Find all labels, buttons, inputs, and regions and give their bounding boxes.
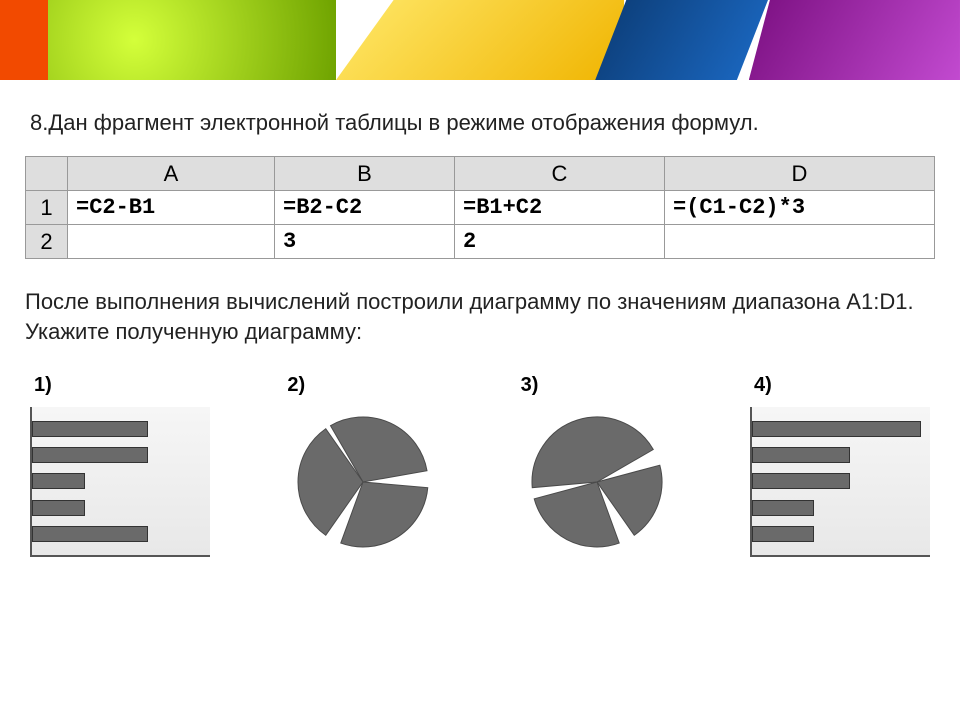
- banner-strip-3: [336, 0, 624, 80]
- option-1-label: 1): [34, 374, 52, 397]
- option-3: 3): [517, 374, 677, 557]
- col-corner: [26, 157, 68, 191]
- cell-b2: 3: [275, 225, 455, 259]
- option-1-chart: [30, 407, 210, 557]
- banner-strip-2: [48, 0, 336, 80]
- table-row: 2 3 2: [26, 225, 935, 259]
- hbar-segment: [752, 447, 850, 463]
- option-4-label: 4): [754, 374, 772, 397]
- followup-text: После выполнения вычислений построили ди…: [25, 287, 930, 346]
- spreadsheet-table: A B C D 1 =C2-B1 =B2-C2 =B1+C2 =(C1-C2)*…: [25, 156, 935, 259]
- hbar-segment: [752, 500, 814, 516]
- banner-strip-5: [749, 0, 960, 80]
- option-3-label: 3): [521, 374, 539, 397]
- row-header-1: 1: [26, 191, 68, 225]
- options-row: 1) 2) 3) 4): [30, 374, 930, 557]
- table-row: 1 =C2-B1 =B2-C2 =B1+C2 =(C1-C2)*3: [26, 191, 935, 225]
- cell-c2: 2: [455, 225, 665, 259]
- col-header-c: C: [455, 157, 665, 191]
- hbar-segment: [32, 447, 148, 463]
- option-4: 4): [750, 374, 930, 557]
- option-2: 2): [283, 374, 443, 557]
- col-header-d: D: [665, 157, 935, 191]
- decorative-banner: [0, 0, 960, 80]
- hbar-segment: [32, 473, 85, 489]
- hbar-segment: [32, 421, 148, 437]
- option-4-chart: [750, 407, 930, 557]
- hbar-segment: [32, 526, 148, 542]
- cell-d1: =(C1-C2)*3: [665, 191, 935, 225]
- cell-a1: =C2-B1: [68, 191, 275, 225]
- cell-b1: =B2-C2: [275, 191, 455, 225]
- hbar-segment: [32, 500, 85, 516]
- option-2-label: 2): [287, 374, 305, 397]
- hbar-segment: [752, 473, 850, 489]
- option-3-chart: [517, 407, 677, 557]
- row-header-2: 2: [26, 225, 68, 259]
- col-header-b: B: [275, 157, 455, 191]
- cell-a2: [68, 225, 275, 259]
- option-1: 1): [30, 374, 210, 557]
- option-2-chart: [283, 407, 443, 557]
- question-text: 8.Дан фрагмент электронной таблицы в реж…: [30, 110, 930, 136]
- hbar-segment: [752, 526, 814, 542]
- hbar-segment: [752, 421, 921, 437]
- cell-c1: =B1+C2: [455, 191, 665, 225]
- banner-strip-1: [0, 0, 48, 80]
- cell-d2: [665, 225, 935, 259]
- col-header-a: A: [68, 157, 275, 191]
